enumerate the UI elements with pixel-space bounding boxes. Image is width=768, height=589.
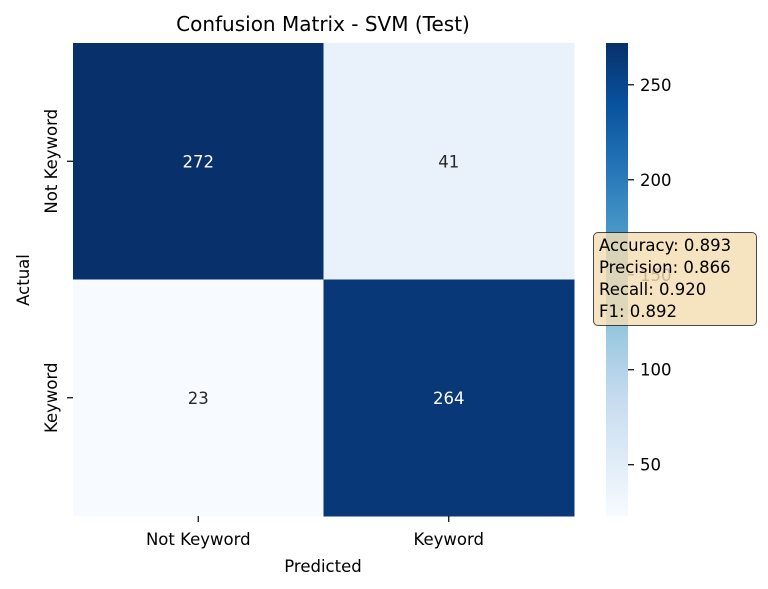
- heatmap-cell-r0-c1: [323, 43, 575, 280]
- f1-metric: F1: 0.892: [599, 302, 678, 321]
- heatmap-cell-r0-c0: [73, 43, 324, 280]
- cell-value-r0-c0: 272: [183, 152, 215, 171]
- accuracy-metric: Accuracy: 0.893: [599, 236, 732, 255]
- cell-value-r1-c0: 23: [188, 389, 209, 408]
- x-tick-label-0: Not Keyword: [146, 530, 251, 549]
- cell-value-r1-c1: 264: [433, 389, 465, 408]
- colorbar-tick-label-4: 250: [640, 76, 672, 95]
- y-axis-ticks: Not Keyword Keyword: [42, 109, 73, 433]
- y-tick-label-0: Not Keyword: [42, 109, 61, 214]
- colorbar-tick-label-1: 100: [640, 361, 672, 380]
- heatmap-cell-r1-c1: [323, 279, 575, 517]
- metrics-annotation-box: [593, 232, 757, 326]
- x-axis-ticks: Not Keyword Keyword: [146, 516, 484, 549]
- heatmap-cell-labels: 272 41 23 264: [183, 152, 465, 408]
- cell-value-r0-c1: 41: [438, 152, 459, 171]
- chart-title: Confusion Matrix - SVM (Test): [176, 12, 470, 36]
- y-tick-label-1: Keyword: [42, 363, 61, 433]
- colorbar-tick-label-3: 200: [640, 171, 672, 190]
- recall-metric: Recall: 0.920: [599, 280, 707, 299]
- precision-metric: Precision: 0.866: [599, 258, 731, 277]
- heatmap-cells: [73, 43, 575, 517]
- x-axis-label: Predicted: [284, 557, 361, 576]
- metrics-annotation-text: Accuracy: 0.893 Precision: 0.866 Recall:…: [599, 235, 731, 323]
- y-axis-label: Actual: [14, 254, 33, 306]
- heatmap-cell-r1-c0: [73, 279, 324, 517]
- x-tick-label-1: Keyword: [414, 530, 484, 549]
- colorbar-tick-label-0: 50: [640, 456, 661, 475]
